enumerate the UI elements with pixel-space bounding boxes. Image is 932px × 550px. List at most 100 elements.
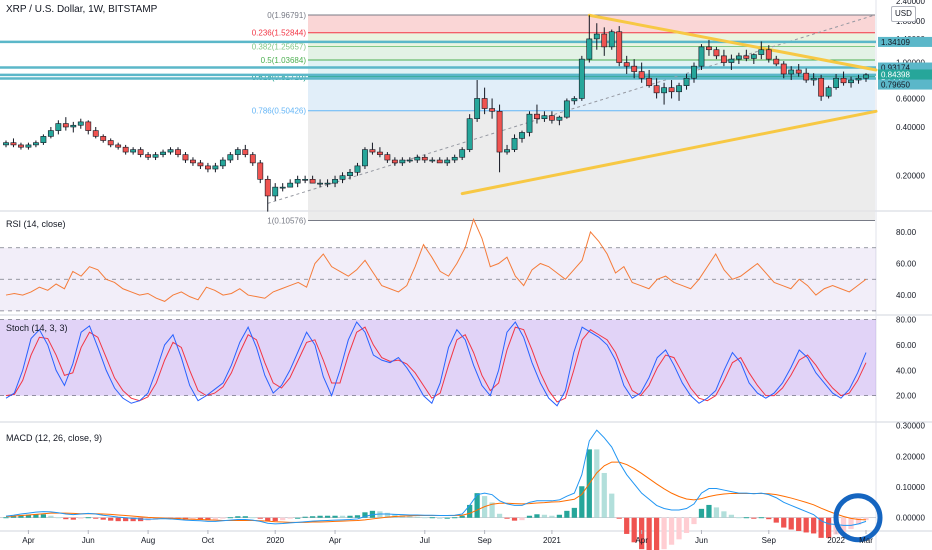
candle bbox=[25, 142, 32, 150]
candle bbox=[429, 157, 436, 163]
candle-body bbox=[720, 55, 727, 63]
candle-body bbox=[758, 49, 765, 55]
macd-histogram-bar bbox=[295, 517, 301, 519]
candle bbox=[631, 59, 638, 79]
candle-body bbox=[616, 31, 623, 63]
candle-body bbox=[55, 123, 62, 131]
macd-histogram-bar bbox=[706, 504, 712, 518]
candle-body bbox=[279, 186, 286, 189]
candle-body bbox=[85, 121, 92, 131]
candle-body bbox=[825, 87, 832, 97]
candle bbox=[504, 144, 510, 155]
price-tick-label: 2.40000 bbox=[896, 0, 925, 6]
ascending-trendline bbox=[460, 109, 878, 196]
candle bbox=[713, 46, 720, 60]
candle bbox=[18, 142, 24, 150]
macd-histogram-bar bbox=[519, 517, 525, 521]
candle-body bbox=[548, 115, 555, 121]
price-tag-label: 1.34109 bbox=[881, 38, 910, 47]
macd-histogram-bar bbox=[25, 514, 32, 518]
time-axis-label: Jul bbox=[420, 536, 430, 545]
candle-body bbox=[706, 46, 712, 51]
macd-tick-label: 0.30000 bbox=[896, 422, 925, 431]
macd-histogram-bar bbox=[250, 517, 256, 519]
rsi-tick-label: 40.00 bbox=[896, 291, 917, 300]
macd-histogram-bar bbox=[796, 517, 802, 531]
macd-histogram-bar bbox=[18, 515, 24, 518]
macd-histogram-bar bbox=[272, 517, 278, 522]
candle-body bbox=[691, 65, 697, 79]
candle-body bbox=[47, 130, 54, 137]
candle-body bbox=[840, 77, 847, 84]
macd-histogram-bar bbox=[736, 517, 742, 519]
macd-histogram-bar bbox=[70, 517, 76, 520]
candle bbox=[863, 73, 869, 82]
candle-body bbox=[750, 54, 757, 59]
candle-body bbox=[197, 162, 204, 167]
candle-body bbox=[107, 140, 114, 146]
candle bbox=[264, 175, 271, 212]
candle bbox=[324, 179, 331, 188]
macd-histogram-bar bbox=[280, 517, 286, 521]
candle-body bbox=[481, 98, 488, 109]
price-tick-label: 0.40000 bbox=[896, 123, 925, 132]
macd-histogram-bar bbox=[496, 513, 503, 518]
candle-body bbox=[803, 72, 810, 81]
candle bbox=[833, 73, 840, 90]
candle bbox=[765, 45, 772, 63]
candle-body bbox=[287, 182, 294, 188]
candle-body bbox=[788, 69, 795, 75]
macd-histogram-bar bbox=[309, 516, 316, 518]
candle-body bbox=[511, 138, 518, 150]
candle bbox=[803, 68, 810, 83]
macd-signal-line bbox=[5, 461, 867, 523]
candle-body bbox=[219, 159, 226, 167]
macd-histogram-bar bbox=[526, 515, 533, 518]
candle bbox=[167, 147, 174, 155]
macd-histogram-bar bbox=[212, 517, 219, 520]
price-tick-label: 0.20000 bbox=[896, 172, 925, 181]
time-axis-label: Sep bbox=[762, 536, 777, 545]
candle bbox=[32, 140, 39, 148]
macd-histogram-bar bbox=[33, 514, 39, 518]
candle-body bbox=[25, 144, 32, 148]
candle-body bbox=[451, 156, 458, 161]
candle bbox=[646, 69, 653, 88]
candle-body bbox=[309, 179, 316, 184]
macd-histogram-bar bbox=[691, 517, 697, 525]
candle bbox=[698, 44, 705, 70]
macd-histogram-bar bbox=[227, 517, 233, 519]
candle bbox=[70, 121, 77, 133]
candle-body bbox=[698, 46, 705, 67]
time-axis-label: Mar bbox=[859, 536, 873, 545]
macd-histogram-bar bbox=[564, 510, 570, 518]
candle-body bbox=[204, 165, 211, 170]
candle-body bbox=[541, 115, 548, 119]
macd-histogram-bar bbox=[324, 515, 331, 518]
candle bbox=[414, 154, 421, 163]
chart-title: XRP / U.S. Dollar, 1W, BITSTAMP bbox=[6, 4, 158, 15]
stoch-band bbox=[0, 319, 876, 396]
candle-body bbox=[167, 149, 174, 153]
candle-body bbox=[115, 144, 122, 148]
candle bbox=[653, 78, 660, 99]
stoch-tick-label: 80.00 bbox=[896, 316, 917, 325]
macd-histogram-bar bbox=[556, 514, 563, 518]
candle-body bbox=[676, 85, 682, 93]
rsi-line bbox=[5, 217, 867, 302]
candle-body bbox=[586, 38, 593, 60]
time-axis-label: 2021 bbox=[543, 536, 561, 545]
macd-histogram-bar bbox=[78, 517, 84, 519]
candle bbox=[556, 115, 563, 126]
macd-histogram-bar bbox=[384, 512, 391, 518]
candle-body bbox=[713, 49, 720, 57]
candle bbox=[780, 61, 787, 79]
candle-body bbox=[227, 154, 234, 161]
candle bbox=[728, 54, 735, 70]
candle-body bbox=[77, 121, 84, 126]
macd-histogram-bar bbox=[235, 516, 241, 518]
candle bbox=[137, 147, 144, 158]
macd-histogram-bar bbox=[489, 502, 495, 518]
macd-histogram-bar bbox=[788, 517, 794, 530]
